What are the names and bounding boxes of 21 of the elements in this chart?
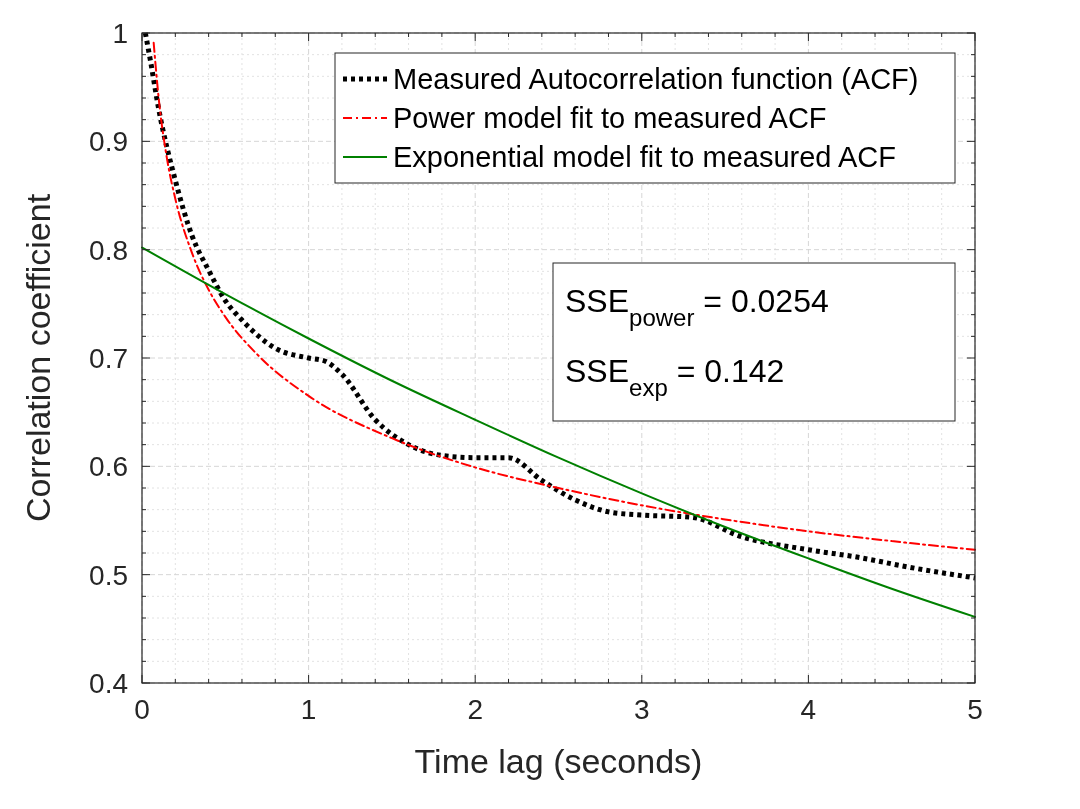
x-tick-label: 2 [467, 694, 483, 725]
y-axis-title: Correlation coefficient [19, 193, 57, 523]
x-axis-title: Time lag (seconds) [414, 742, 703, 780]
y-tick-label: 0.5 [89, 559, 128, 591]
annotation: SSE$_{exp}$ = 0.142 [565, 353, 785, 401]
x-tick-label: 0 [134, 694, 150, 725]
legend-label: Exponential model fit to measured ACF [393, 141, 896, 173]
x-tick-label: 4 [800, 694, 817, 725]
y-tick-label: 0.8 [89, 234, 128, 266]
y-tick-label: 0.7 [89, 343, 128, 374]
x-tick-label: 3 [634, 694, 650, 725]
y-tick-label: 0.6 [89, 451, 128, 483]
annotation: SSE$_{power}$ = 0.0254 [565, 283, 829, 331]
y-tick-label: 1 [112, 18, 128, 49]
line-series [141, 246, 976, 618]
y-tick-label: 0.9 [89, 126, 128, 158]
legend-label: Measured Autocorrelation function (ACF) [393, 63, 919, 95]
x-tick-label: 1 [300, 694, 317, 725]
y-tick-label: 0.4 [89, 668, 128, 699]
x-tick-label: 5 [967, 694, 983, 725]
legend-label: Power model fit to measured ACF [393, 102, 827, 134]
